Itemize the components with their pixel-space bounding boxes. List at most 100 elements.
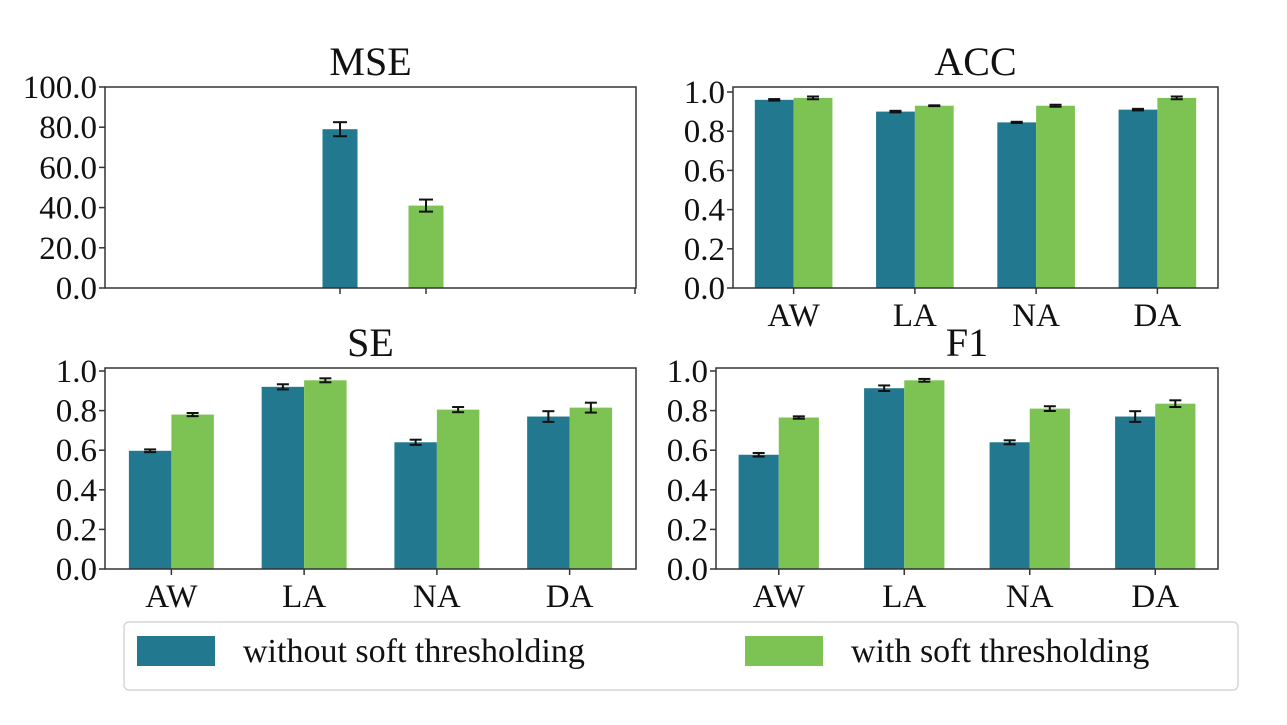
bar-with-da [1155, 403, 1196, 569]
y-tick-label: 0.4 [684, 193, 725, 229]
error-bar [584, 401, 597, 414]
x-tick-label: LA [282, 579, 326, 615]
legend-frame [123, 621, 1239, 691]
bars [754, 95, 1197, 288]
x-tick-label: NA [1006, 579, 1054, 615]
error-bar [1169, 399, 1182, 409]
error-bar [889, 109, 902, 114]
error-bar [928, 104, 941, 108]
y-tick-label: 0.8 [684, 114, 725, 150]
bar-without-na [997, 122, 1037, 288]
bar-with-la [904, 380, 945, 569]
error-bar [807, 95, 820, 101]
bar-without-la [261, 386, 305, 569]
y-tick-label: 0.4 [56, 473, 97, 509]
bar-with-la [304, 380, 347, 569]
bar-without-aw [738, 454, 779, 569]
bar-without-aw [128, 450, 172, 569]
legend: without soft thresholding with soft thre… [123, 621, 1239, 691]
y-tick-label: 20.0 [39, 231, 97, 267]
panel-f1: F1 0.0 0.20.4 0.60.8 1.0 AW LA NA DA [667, 320, 1219, 615]
y-tick-label: 0.8 [667, 394, 708, 430]
bar-without-na [394, 442, 437, 569]
error-bar [1170, 95, 1183, 101]
y-tick-label: 0.0 [684, 271, 725, 307]
y-tick-label: 0.0 [56, 271, 97, 307]
y-tick-label: 1.0 [684, 75, 725, 111]
error-bar [319, 377, 332, 384]
error-bar [768, 98, 781, 102]
error-bar [452, 406, 465, 414]
x-tick-label: AW [753, 579, 806, 615]
x-tick-label: DA [1134, 298, 1182, 334]
y-tick-label: 80.0 [39, 110, 97, 146]
error-bar [1003, 439, 1016, 446]
bar-with-da [1157, 97, 1197, 288]
error-bar [419, 198, 433, 213]
y-tick-label: 0.6 [667, 433, 708, 469]
bars [128, 377, 613, 569]
error-bar [878, 384, 891, 392]
bar-without-na [989, 442, 1030, 569]
error-bar [409, 438, 422, 446]
bar-with-aw [778, 417, 819, 569]
panel-se: SE 0.0 0.20.4 0.60.8 1.0 AW LA NA DA [56, 320, 637, 615]
bar-without-da [527, 416, 570, 569]
bar-with-na [1036, 105, 1075, 288]
error-bar [752, 451, 765, 458]
y-tick-label: 0.8 [56, 394, 97, 430]
y-tick-label: 0.2 [56, 512, 97, 548]
legend-swatch-with [745, 636, 823, 666]
error-bar [333, 121, 347, 138]
bars [738, 377, 1196, 569]
legend-swatch-without [137, 636, 215, 666]
x-tick-label: NA [413, 579, 461, 615]
panel-mse: MSE 0.0 20.0 40.0 60.0 80.0 100.0 [23, 39, 637, 307]
y-tick-label: 0.6 [684, 153, 725, 189]
error-bar [1129, 410, 1142, 423]
x-tick-label: DA [546, 579, 594, 615]
error-bar [276, 383, 289, 391]
bar-with-aw [171, 414, 214, 569]
y-tick-label: 1.0 [667, 354, 708, 390]
y-tick-label: 0.0 [56, 552, 97, 588]
error-bar [792, 415, 805, 420]
axes-frame [104, 367, 637, 570]
legend-label-with: with soft thresholding [851, 633, 1149, 670]
panel-title: SE [347, 320, 394, 365]
legend-label-without: without soft thresholding [243, 633, 585, 670]
x-tick-label: AW [145, 579, 198, 615]
panel-acc: ACC 0.00.20.4 0.60.81.0 AW LA NA DA [684, 39, 1219, 334]
bar-without-da [1118, 109, 1158, 288]
error-bar [1043, 405, 1056, 412]
y-tick-label: 0.2 [667, 512, 708, 548]
bar-without-da [1115, 416, 1156, 569]
axes-frame [104, 86, 637, 289]
bar-with [408, 205, 444, 288]
error-bar [144, 448, 157, 454]
bar-without-la [876, 111, 915, 288]
error-bar [186, 411, 199, 418]
y-tick-label: 100.0 [23, 70, 97, 106]
x-tick-label: DA [1131, 579, 1179, 615]
y-tick-label: 0.2 [684, 232, 725, 268]
error-bar [1010, 120, 1023, 124]
y-tick-label: 60.0 [39, 150, 97, 186]
x-tick-label: AW [767, 298, 820, 334]
bar-without-la [864, 388, 905, 569]
bar-with-la [914, 105, 954, 288]
bar-with-na [1029, 408, 1070, 569]
x-tick-label: NA [1012, 298, 1060, 334]
y-tick-label: 0.6 [56, 433, 97, 469]
bar-with-da [569, 407, 613, 569]
panel-title: F1 [946, 320, 988, 365]
panel-title: MSE [329, 39, 411, 84]
bar-without [322, 129, 358, 288]
axes-frame [732, 86, 1219, 289]
bar-with-na [436, 409, 480, 569]
y-tick-label: 1.0 [56, 354, 97, 390]
y-tick-label: 40.0 [39, 191, 97, 227]
error-bar [542, 410, 555, 423]
error-bar [1049, 103, 1062, 108]
